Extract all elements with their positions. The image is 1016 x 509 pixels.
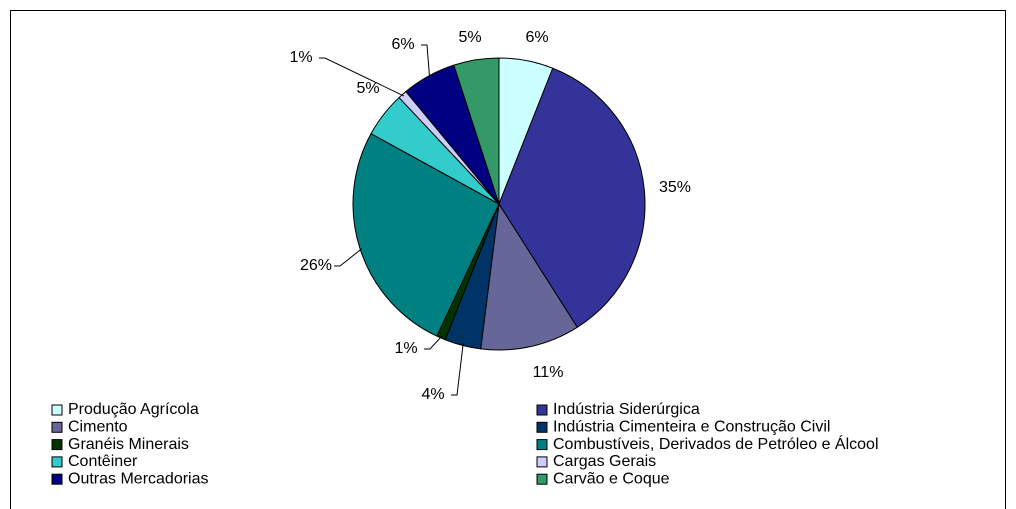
legend-label: Indústria Siderúrgica <box>553 401 700 418</box>
legend-label: Cimento <box>68 419 128 436</box>
data-label: 5% <box>458 29 481 46</box>
data-label: 1% <box>289 49 312 66</box>
data-label: 6% <box>525 29 548 46</box>
leader-line <box>451 343 464 396</box>
pie-slice <box>480 202 578 351</box>
legend-swatch <box>51 421 63 433</box>
leader-line <box>319 57 404 97</box>
data-label: 11% <box>533 364 564 381</box>
legend-label: Combustíveis, Derivados de Petróleo e Ál… <box>553 434 879 453</box>
data-label: 35% <box>659 179 691 196</box>
pie-slice <box>498 67 646 328</box>
data-label: 5% <box>356 80 379 97</box>
legend-label: Cargas Gerais <box>553 453 656 470</box>
legend-swatch <box>51 456 63 468</box>
data-label: 6% <box>391 36 414 53</box>
legend-swatch <box>536 473 548 485</box>
leader-line <box>424 335 443 350</box>
legend-swatch <box>51 404 63 416</box>
legend-label: Carvão e Coque <box>553 470 670 487</box>
legend-swatch <box>536 439 548 451</box>
legend-label: Outras Mercadorias <box>68 470 209 487</box>
legend-label: Produção Agrícola <box>68 401 199 418</box>
legend-swatch <box>51 439 63 451</box>
legend-label: Indústria Cimenteira e Construção Civil <box>553 419 830 436</box>
legend-label: Granéis Minerais <box>68 436 189 453</box>
legend-swatch <box>536 404 548 416</box>
legend-swatch <box>51 473 63 485</box>
pie-slice <box>453 57 500 205</box>
legend-label: Contêiner <box>68 453 138 470</box>
leader-line <box>334 248 363 267</box>
legend-swatch <box>536 456 548 468</box>
legend-swatch <box>536 421 548 433</box>
data-label: 26% <box>300 257 332 274</box>
data-label: 4% <box>421 386 444 403</box>
leader-line <box>421 44 431 78</box>
data-label: 1% <box>394 340 417 357</box>
